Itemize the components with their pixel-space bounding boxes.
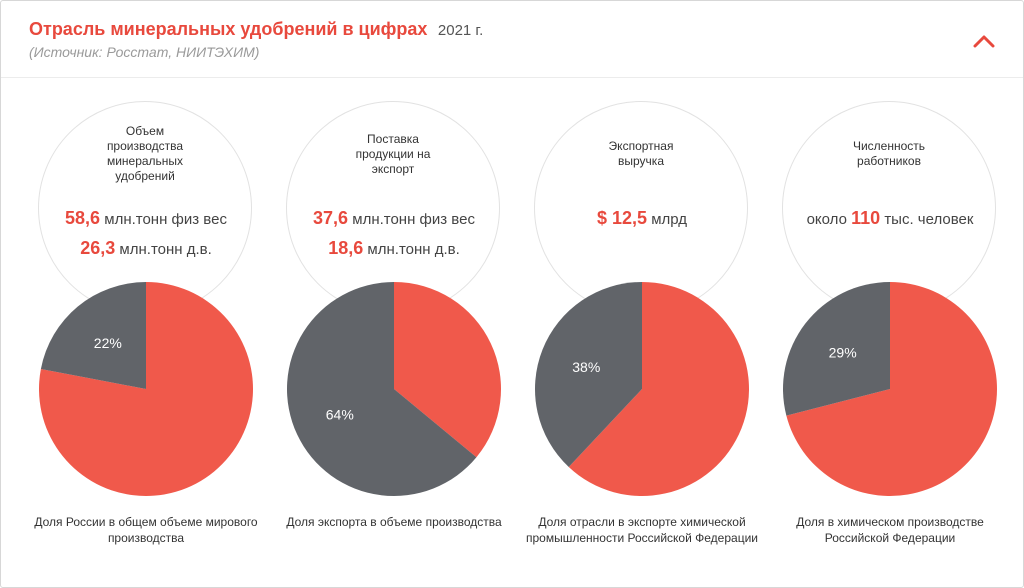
stat-circle: Экспортная выручка $ 12,5 млрд	[534, 101, 748, 315]
stat-card-export: Поставка продукции на экспорт 37,6 млн.т…	[286, 101, 502, 561]
metric-value: 26,3	[80, 238, 116, 258]
stat-title: Экспортная выручка	[608, 139, 674, 168]
chevron-up-icon	[973, 35, 995, 48]
pie-data-label: 38%	[572, 359, 600, 375]
chart-caption: Доля отрасли в экспорте химической промы…	[526, 515, 758, 545]
stat-title: Поставка продукции на экспорт	[355, 132, 431, 176]
pie-chart: 22%	[38, 282, 253, 496]
chart-caption: Доля России в общем объеме мирового прои…	[34, 515, 258, 545]
pie-slice-share	[783, 282, 890, 416]
metric-unit: тыс. человек	[884, 211, 974, 228]
pie-slice-share	[40, 282, 146, 389]
metric-prefix: около	[806, 211, 847, 228]
metric-value: 37,6	[313, 208, 349, 228]
stat-circle: Поставка продукции на экспорт 37,6 млн.т…	[286, 101, 500, 315]
stat-metric: 18,6 млн.тонн д.в.	[287, 238, 501, 259]
metric-value: $ 12,5	[596, 208, 648, 228]
collapse-button[interactable]	[967, 27, 1001, 55]
pie-slice-share	[286, 282, 477, 496]
stat-metric: $ 12,5 млрд	[535, 208, 749, 229]
pie-chart: 64%	[286, 282, 501, 496]
metric-unit: млн.тонн д.в.	[119, 241, 212, 258]
chart-caption: Доля в химическом производстве Российско…	[796, 515, 984, 545]
stat-circle: Объем производства минеральных удобрений…	[38, 101, 252, 315]
pie-slice-other	[786, 282, 997, 496]
stat-card-revenue: Экспортная выручка $ 12,5 млрд 38% Доля …	[526, 101, 758, 561]
pie-data-label: 64%	[326, 407, 354, 423]
stat-metric: около 110 тыс. человек	[783, 208, 997, 229]
pie-slice-other	[394, 282, 501, 458]
title-row: Отрасль минеральных удобрений в цифрах 2…	[29, 19, 483, 40]
stat-card-production: Объем производства минеральных удобрений…	[34, 101, 258, 561]
stat-title: Численность работников	[852, 139, 926, 168]
metric-unit: млн.тонн физ вес	[352, 211, 475, 228]
pie-data-label: 29%	[829, 344, 857, 360]
panel-header: Отрасль минеральных удобрений в цифрах 2…	[1, 1, 1023, 78]
stat-card-employees: Численность работников около 110 тыс. че…	[782, 101, 998, 561]
pie-data-label: 22%	[94, 335, 122, 351]
year-label: 2021 г.	[437, 22, 484, 39]
chart-caption: Доля экспорта в объеме производства	[286, 515, 502, 529]
stat-metric: 26,3 млн.тонн д.в.	[39, 238, 253, 259]
pie-chart: 29%	[783, 282, 997, 496]
pie-chart: 38%	[535, 282, 749, 496]
metric-value: 18,6	[328, 238, 364, 258]
stat-metric: 37,6 млн.тонн физ вес	[287, 208, 501, 229]
stat-circle: Численность работников около 110 тыс. че…	[782, 101, 996, 315]
metric-value: 58,6	[65, 208, 101, 228]
metric-unit: млн.тонн д.в.	[367, 241, 460, 258]
page-title: Отрасль минеральных удобрений в цифрах	[29, 19, 428, 39]
stat-metric: 58,6 млн.тонн физ вес	[39, 208, 253, 229]
metric-value: 110	[851, 208, 881, 228]
metric-unit: млн.тонн физ вес	[104, 211, 227, 228]
metric-unit: млрд	[651, 211, 688, 228]
pie-slice-share	[535, 282, 642, 467]
source-note: (Источник: Росстат, НИИТЭХИМ)	[29, 44, 260, 60]
pie-slice-other	[568, 282, 749, 496]
stat-title: Объем производства минеральных удобрений	[106, 124, 184, 183]
